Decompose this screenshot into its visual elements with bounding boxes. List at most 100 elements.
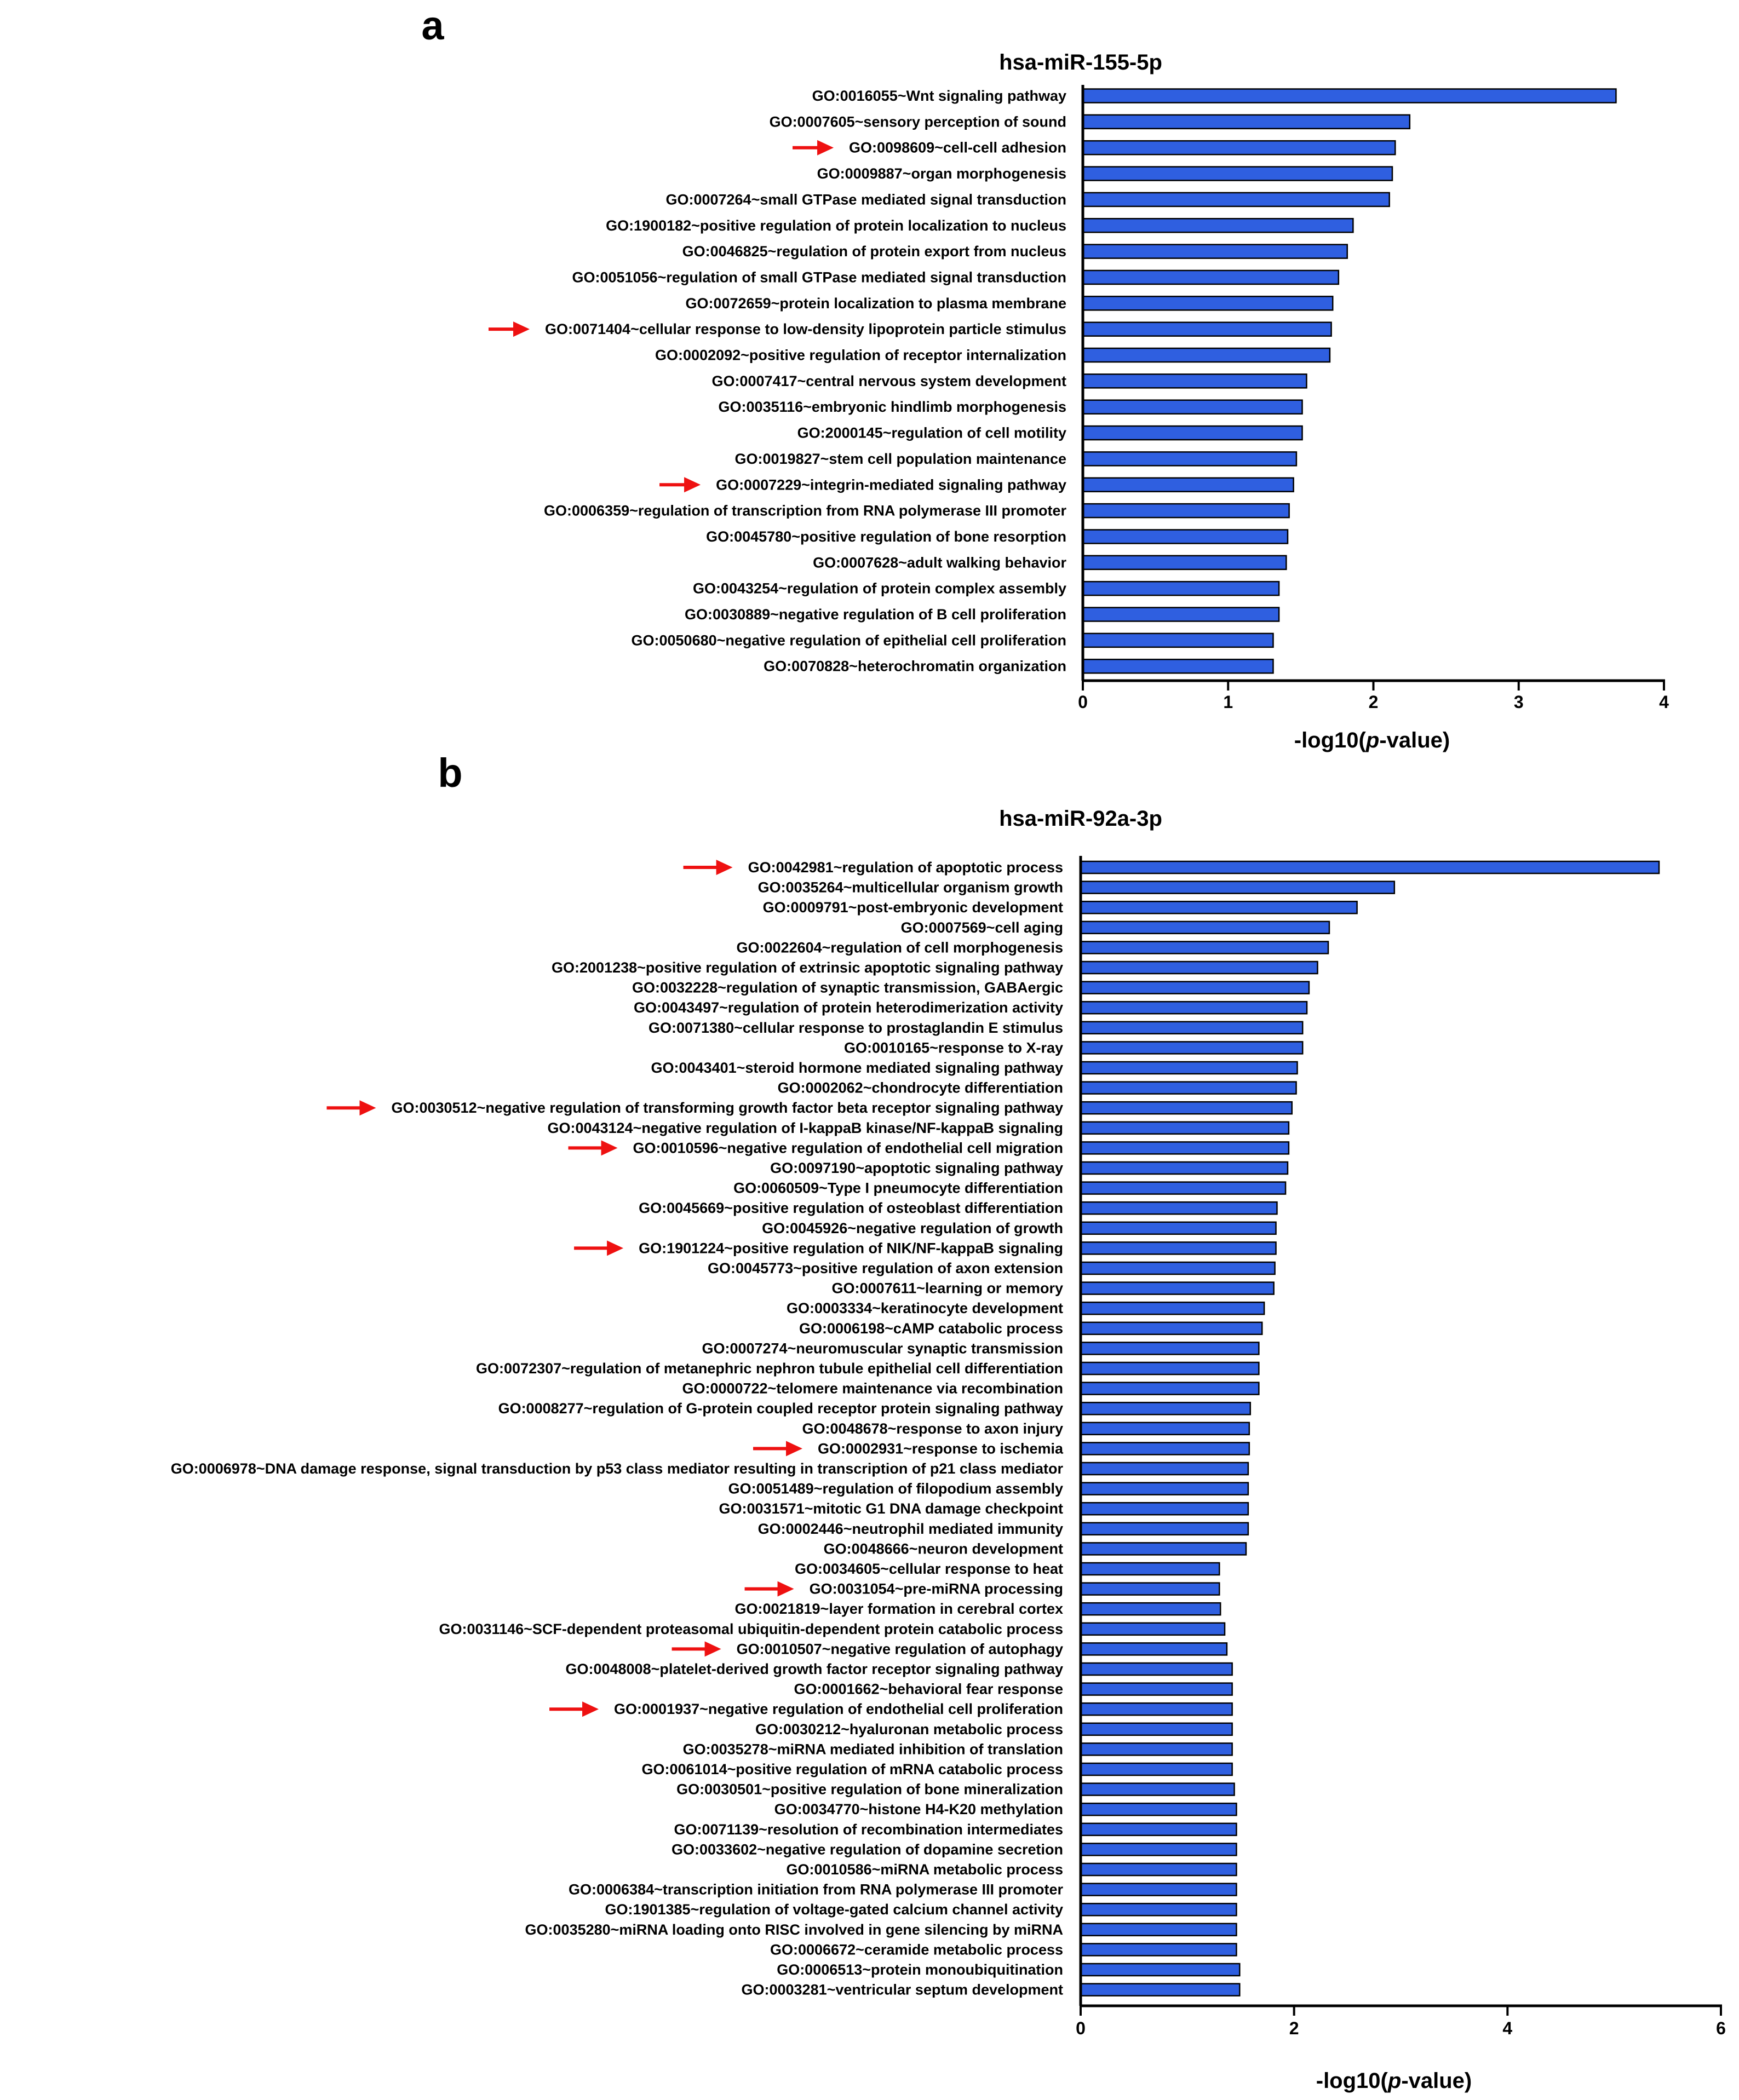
bar [1080,1101,1293,1115]
highlight-arrow-icon [549,1701,599,1717]
bar [1080,920,1330,935]
bar [1080,1221,1277,1235]
x-tick-label: 6 [1716,2018,1726,2038]
category-label: GO:0072659~protein localization to plasm… [686,295,1067,312]
x-tick-label: 3 [1514,692,1524,712]
bar [1080,1301,1265,1315]
bar [1082,218,1354,233]
category-label: GO:0035264~multicellular organism growth [758,879,1063,896]
bar [1080,1722,1233,1736]
category-label: GO:0008277~regulation of G-protein coupl… [498,1400,1063,1417]
highlight-arrow-icon [659,477,701,493]
category-label: GO:0006513~protein monoubiquitination [777,1961,1063,1978]
bar [1082,373,1307,389]
bar [1080,1702,1233,1716]
category-label: GO:0007417~central nervous system develo… [711,373,1066,389]
category-label: GO:0006672~ceramide metabolic process [770,1941,1063,1958]
x-tick-label: 4 [1659,692,1669,712]
x-tick-label: 2 [1289,2018,1299,2038]
bar [1082,244,1348,259]
panel-a-x-axis-label-prefix: -log10( [1294,728,1367,752]
category-label: GO:0042981~regulation of apoptotic proce… [748,859,1063,876]
bar [1082,451,1298,467]
bar [1082,166,1393,181]
category-label: GO:1901224~positive regulation of NIK/NF… [639,1240,1063,1256]
bar [1080,1342,1260,1355]
category-label: GO:0048678~response to axon injury [802,1420,1063,1437]
category-label: GO:0003281~ventricular septum developmen… [742,1982,1064,1998]
panel-b-x-axis-label: -log10(p-value) [1316,2069,1472,2093]
highlight-arrow-icon [753,1441,803,1457]
bar [1080,1161,1289,1175]
bar [1080,1382,1260,1395]
x-tick-label: 2 [1369,692,1379,712]
category-label: GO:0046825~regulation of protein export … [682,243,1066,260]
category-label: GO:0010165~response to X-ray [844,1039,1063,1056]
bar [1080,1141,1290,1155]
panel-b-title: hsa-miR-92a-3p [999,807,1162,831]
bar [1082,88,1617,103]
bar [1080,1542,1247,1556]
bar [1080,1181,1287,1195]
category-label: GO:0034605~cellular response to heat [795,1561,1063,1577]
category-label: GO:0098609~cell-cell adhesion [849,140,1066,156]
category-label: GO:0051489~regulation of filopodium asse… [728,1481,1063,1497]
bar [1080,941,1329,954]
category-label: GO:0072307~regulation of metanephric nep… [476,1360,1063,1377]
bar [1082,347,1331,363]
category-label: GO:0045669~positive regulation of osteob… [639,1200,1063,1216]
highlight-arrow-icon [574,1240,624,1256]
category-label: GO:0034770~histone H4-K20 methylation [774,1801,1063,1817]
bar [1082,296,1334,311]
category-label: GO:1901385~regulation of voltage-gated c… [605,1901,1063,1918]
category-label: GO:0022604~regulation of cell morphogene… [737,939,1063,956]
bar [1080,1442,1250,1455]
bar [1080,1281,1275,1295]
bar [1080,1602,1221,1616]
panel-b-x-axis-label-suffix: -value) [1401,2069,1472,2093]
category-label: GO:0007229~integrin-mediated signaling p… [716,476,1066,493]
highlight-arrow-icon [793,140,834,156]
category-label: GO:0035278~miRNA mediated inhibition of … [683,1741,1063,1757]
bar [1080,1522,1249,1536]
category-label: GO:0031146~SCF-dependent proteasomal ubi… [439,1621,1063,1637]
bar [1080,1021,1304,1035]
category-label: GO:0007274~neuromuscular synaptic transm… [702,1340,1063,1356]
x-tick-label: 4 [1502,2018,1512,2038]
category-label: GO:0051056~regulation of small GTPase me… [572,269,1066,285]
bar [1080,1000,1308,1015]
bar [1080,1121,1290,1135]
x-tick-label: 0 [1078,692,1088,712]
category-label: GO:0007628~adult walking behavior [813,554,1066,571]
bar [1080,1762,1233,1776]
category-label: GO:0030212~hyaluronan metabolic process [755,1721,1063,1737]
category-label: GO:0007605~sensory perception of sound [770,113,1066,130]
category-label: GO:0061014~positive regulation of mRNA c… [642,1761,1064,1777]
bar [1082,607,1280,622]
bar [1082,658,1274,674]
category-label: GO:0010586~miRNA metabolic process [787,1861,1063,1878]
bar [1080,1462,1249,1476]
category-label: GO:0043497~regulation of protein heterod… [634,999,1063,1016]
highlight-arrow-icon [672,1641,721,1657]
category-label: GO:0071139~resolution of recombination i… [674,1821,1063,1838]
category-label: GO:0006359~regulation of transcription f… [544,503,1066,519]
category-label: GO:0000722~telomere maintenance via reco… [682,1380,1063,1397]
category-label: GO:0033602~negative regulation of dopami… [672,1841,1063,1857]
category-label: GO:0002931~response to ischemia [818,1440,1064,1457]
category-label: GO:0045780~positive regulation of bone r… [706,528,1066,545]
highlight-arrow-icon [326,1100,376,1116]
bar [1080,881,1396,894]
bar [1080,1081,1297,1095]
category-label: GO:0045773~positive regulation of axon e… [708,1260,1063,1276]
category-label: GO:0007569~cell aging [901,919,1063,936]
category-label: GO:0045926~negative regulation of growth [762,1220,1063,1236]
bar [1080,1923,1237,1937]
category-label: GO:0030501~positive regulation of bone m… [676,1781,1063,1798]
bar [1080,960,1318,975]
category-label: GO:0097190~apoptotic signaling pathway [770,1160,1063,1176]
category-label: GO:0010507~negative regulation of autoph… [737,1641,1063,1657]
category-label: GO:0071380~cellular response to prostagl… [648,1020,1063,1036]
panel-a-x-axis-label-italic: p [1365,728,1379,752]
